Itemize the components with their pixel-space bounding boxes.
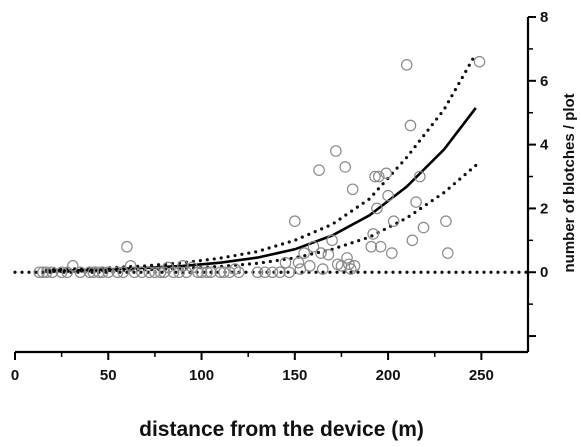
data-point xyxy=(404,119,417,132)
data-point xyxy=(102,266,115,279)
data-point xyxy=(382,189,394,202)
data-point xyxy=(316,263,329,275)
data-point xyxy=(67,260,79,272)
data-point xyxy=(37,266,49,279)
data-point xyxy=(143,266,156,279)
confidence-band xyxy=(45,52,478,274)
data-point xyxy=(346,183,359,196)
data-point xyxy=(128,266,141,279)
data-point xyxy=(372,170,385,183)
data-point xyxy=(315,247,327,259)
data-point xyxy=(440,215,452,227)
data-point xyxy=(214,266,226,279)
x-tick-label: 200 xyxy=(376,367,401,384)
y-tick-label: 8 xyxy=(540,9,548,26)
data-point xyxy=(124,260,137,272)
data-point xyxy=(274,266,286,279)
data-point xyxy=(205,266,217,279)
data-point xyxy=(251,266,264,279)
data-point xyxy=(374,240,387,253)
data-point xyxy=(173,266,185,279)
y-tick-label: 6 xyxy=(540,73,548,90)
x-tick-label: 250 xyxy=(469,367,494,384)
data-point xyxy=(136,266,148,279)
y-axis-label: number of blotches / plot xyxy=(561,93,578,272)
data-point xyxy=(93,266,105,279)
y-tick-label: 0 xyxy=(540,264,548,281)
data-point xyxy=(367,228,379,240)
data-point xyxy=(303,260,316,272)
data-point xyxy=(74,266,87,279)
y-axis-ticks: 0 2 4 6 8 xyxy=(528,9,549,338)
data-point xyxy=(441,247,454,259)
y-tick-label: 4 xyxy=(540,137,549,154)
data-point xyxy=(192,266,204,279)
data-point xyxy=(117,266,129,279)
data-point xyxy=(371,202,383,215)
data-point xyxy=(289,215,301,227)
data-point xyxy=(201,266,213,279)
data-point xyxy=(46,266,59,279)
data-point xyxy=(326,234,338,247)
data-point xyxy=(167,266,180,279)
data-point xyxy=(365,240,378,253)
data-point xyxy=(473,55,486,68)
data-point xyxy=(233,266,245,279)
x-tick-label: 50 xyxy=(100,367,117,384)
data-point xyxy=(298,247,310,259)
data-point xyxy=(380,167,393,180)
data-points xyxy=(33,55,486,279)
data-point xyxy=(322,248,335,261)
data-point xyxy=(387,215,400,227)
x-tick-label: 0 xyxy=(11,367,19,384)
data-point xyxy=(195,266,208,279)
fit-curve xyxy=(46,107,477,272)
data-point xyxy=(313,164,325,176)
data-point xyxy=(266,266,279,279)
fit-curve-line xyxy=(46,107,477,272)
data-point xyxy=(149,266,161,279)
data-point xyxy=(229,263,241,275)
data-point xyxy=(330,145,342,157)
data-point xyxy=(259,266,271,279)
data-point xyxy=(223,266,236,279)
data-point xyxy=(283,266,296,279)
data-point xyxy=(348,260,361,272)
data-point xyxy=(339,161,351,173)
data-point xyxy=(414,170,426,183)
data-point xyxy=(33,266,46,279)
data-point xyxy=(111,266,124,279)
data-point xyxy=(406,234,419,247)
data-point xyxy=(369,170,381,183)
data-point xyxy=(55,266,68,279)
data-point xyxy=(177,260,189,272)
data-point xyxy=(341,252,353,264)
x-tick-label: 100 xyxy=(189,367,214,384)
data-point xyxy=(40,266,53,279)
data-point xyxy=(83,266,96,279)
data-point xyxy=(121,240,133,253)
y-tick-label: 2 xyxy=(540,200,548,217)
data-point xyxy=(343,258,355,271)
x-tick-label: 150 xyxy=(282,367,307,384)
data-point xyxy=(292,256,305,269)
data-point xyxy=(344,263,357,275)
data-point xyxy=(400,59,413,71)
data-point xyxy=(96,266,109,279)
data-point xyxy=(417,221,430,234)
data-point xyxy=(410,196,422,208)
x-axis-label: distance from the device (m) xyxy=(139,418,424,441)
confidence-band-upper xyxy=(45,52,478,272)
data-point xyxy=(218,266,230,279)
data-point xyxy=(307,240,320,253)
axes xyxy=(15,17,530,354)
data-point xyxy=(87,266,100,279)
x-axis-ticks: 0 50 100 150 200 250 xyxy=(11,352,494,384)
data-point xyxy=(386,247,398,259)
